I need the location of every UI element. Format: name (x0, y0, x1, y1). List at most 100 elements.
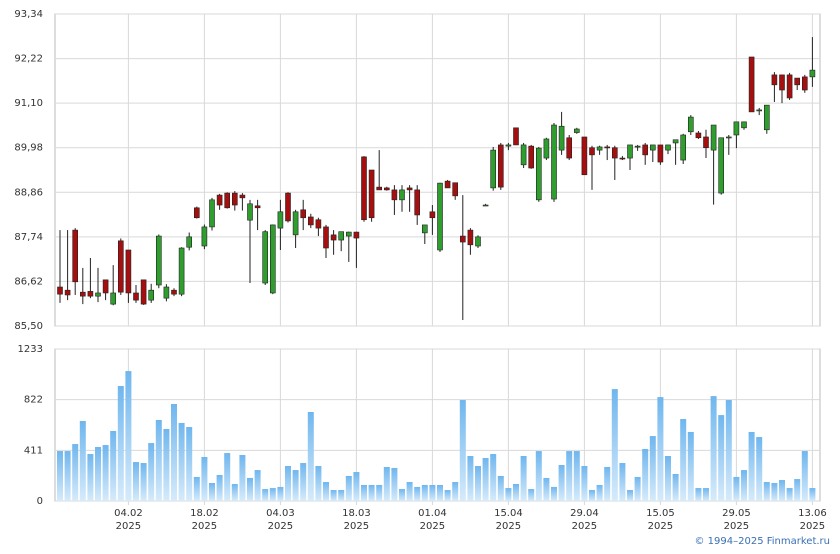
candle-body (133, 292, 139, 301)
candle-body (285, 192, 291, 222)
candle-body (672, 139, 679, 144)
volume-bar (627, 490, 633, 501)
volume-bar (95, 447, 101, 501)
volume-bar (642, 448, 649, 501)
candle-body (178, 247, 185, 295)
candle-body (604, 146, 611, 149)
candle-body (57, 286, 63, 295)
volume-bar (110, 430, 117, 501)
candle-body (657, 144, 664, 163)
candle-body (444, 180, 451, 189)
candle-body (209, 199, 215, 228)
volume-bar (239, 455, 246, 501)
candle-body (300, 209, 307, 219)
x-tick-label: 2025 (192, 521, 217, 532)
volume-bar (482, 457, 489, 501)
candle-body (429, 211, 436, 219)
volume-bar (786, 488, 793, 501)
volume-bar (497, 475, 504, 501)
volume-bar (300, 463, 307, 501)
volume-bar (315, 465, 322, 501)
volume-bar (725, 400, 732, 501)
candle-body (801, 76, 808, 91)
volume-bar (543, 477, 550, 501)
candle-body (292, 211, 299, 236)
volume-bar (323, 482, 329, 501)
candle-body (383, 187, 390, 191)
volume-bar (361, 484, 367, 501)
volume-bar (604, 466, 611, 501)
candle-body (520, 144, 527, 166)
x-tick-label: 29.04 (570, 508, 599, 519)
volume-bar (649, 436, 656, 501)
candle-body (482, 204, 489, 207)
volume-frame (54, 348, 821, 502)
y2-tick-label: 0 (37, 496, 43, 507)
candle-body (216, 194, 223, 206)
volume-bar (178, 422, 185, 501)
candle-body (353, 231, 360, 239)
volume-bar (467, 456, 474, 501)
candle-body (771, 74, 778, 86)
volume-bar (452, 482, 459, 501)
volume-bar (459, 400, 466, 501)
volume-bar (383, 466, 390, 501)
candle-body (459, 235, 466, 243)
volume-bar (756, 437, 763, 501)
volume-bar (406, 482, 413, 501)
candle-body (156, 235, 162, 286)
candle-body (171, 289, 177, 295)
volume-bar (254, 470, 261, 501)
candle-body (80, 291, 86, 297)
x-tick-label: 04.03 (266, 508, 295, 519)
volume-bar (687, 431, 694, 501)
x-tick-label: 15.05 (646, 508, 675, 519)
copyright[interactable]: © 1994–2025 Finmarket.ru (694, 536, 830, 547)
volume-bar (292, 470, 299, 501)
candle-body (733, 121, 740, 136)
y-tick-label: 93,34 (14, 9, 43, 20)
volume-bar (102, 445, 109, 501)
candle-body (786, 74, 793, 99)
candle-body (361, 156, 367, 221)
candle-body (513, 127, 519, 146)
candle-body (232, 192, 238, 206)
volume-bar (262, 489, 269, 501)
x-tick-label: 18.03 (342, 508, 371, 519)
volume-bar (186, 427, 193, 501)
candle-body (163, 286, 170, 299)
candle-body (330, 234, 337, 241)
volume-bar (665, 456, 671, 501)
candle-body (680, 134, 687, 161)
candle-body (87, 291, 94, 297)
volume-bar (269, 488, 276, 501)
volume-bar (589, 490, 595, 501)
volume-bar (733, 476, 740, 501)
volume-bar (703, 488, 709, 501)
y2-tick-label: 822 (24, 395, 43, 406)
candle-body (399, 189, 405, 201)
volume-bar (528, 489, 535, 501)
candle-body (247, 203, 253, 221)
x-tick-label: 2025 (724, 521, 749, 532)
candle-body (756, 109, 763, 112)
volume-bar (581, 465, 588, 501)
volume-bar (399, 489, 405, 501)
volume-bar (79, 420, 86, 501)
volume-bar (421, 484, 428, 501)
volume-bar (520, 456, 527, 501)
x-tick-label: 18.02 (190, 508, 219, 519)
volume-bar (72, 444, 79, 501)
candle-body (649, 144, 656, 151)
volume-bar (224, 453, 231, 501)
volume-bar (171, 403, 177, 501)
candle-body (307, 216, 314, 226)
volume-bar (429, 484, 436, 501)
volume-bar (551, 486, 557, 501)
candle-body (809, 69, 816, 78)
candle-body (262, 231, 269, 284)
candle-body (254, 205, 261, 209)
x-tick-label: 29.05 (722, 508, 751, 519)
volume-bar (307, 411, 314, 501)
